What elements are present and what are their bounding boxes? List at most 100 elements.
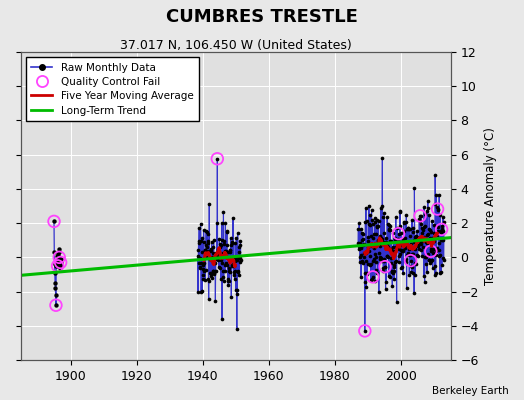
Point: [371, 215, 379, 221]
Point: [372, 254, 380, 260]
Point: [53, 261, 61, 267]
Point: [435, 247, 444, 253]
Point: [236, 242, 244, 248]
Point: [398, 236, 407, 242]
Point: [225, 247, 234, 254]
Point: [200, 239, 208, 246]
Point: [209, 250, 217, 257]
Point: [209, 244, 217, 250]
Point: [420, 204, 428, 210]
Point: [230, 269, 238, 276]
Point: [52, 258, 61, 264]
Point: [369, 234, 378, 241]
Point: [397, 265, 406, 272]
Point: [409, 239, 418, 246]
Point: [409, 250, 417, 257]
Point: [383, 253, 391, 260]
Point: [213, 156, 222, 162]
Point: [194, 238, 203, 244]
Point: [407, 269, 416, 276]
Text: Berkeley Earth: Berkeley Earth: [432, 386, 508, 396]
Point: [386, 274, 395, 280]
Point: [214, 249, 223, 256]
Point: [57, 259, 65, 266]
Point: [424, 251, 433, 257]
Point: [378, 155, 387, 161]
Point: [379, 268, 388, 274]
Point: [234, 254, 243, 261]
Point: [211, 297, 220, 304]
Point: [373, 224, 381, 230]
Point: [395, 253, 403, 259]
Point: [374, 218, 383, 224]
Point: [195, 240, 203, 246]
Point: [405, 225, 413, 232]
Point: [424, 226, 433, 232]
Point: [198, 235, 206, 242]
Point: [437, 268, 445, 275]
Point: [388, 269, 396, 275]
Point: [223, 278, 232, 284]
Point: [407, 240, 415, 247]
Point: [229, 260, 237, 267]
Point: [362, 284, 370, 290]
Point: [203, 228, 212, 235]
Point: [221, 262, 230, 268]
Point: [227, 294, 235, 300]
Y-axis label: Temperature Anomaly (°C): Temperature Anomaly (°C): [484, 127, 497, 285]
Point: [384, 254, 392, 260]
Point: [228, 263, 236, 269]
Point: [367, 261, 375, 268]
Point: [214, 252, 222, 258]
Title: 37.017 N, 106.450 W (United States): 37.017 N, 106.450 W (United States): [120, 39, 352, 52]
Point: [208, 274, 216, 281]
Point: [430, 230, 439, 236]
Point: [225, 278, 233, 284]
Point: [52, 252, 61, 259]
Point: [377, 205, 385, 211]
Point: [56, 261, 64, 267]
Point: [408, 264, 416, 270]
Point: [384, 226, 392, 232]
Point: [205, 277, 213, 284]
Point: [51, 270, 59, 276]
Point: [401, 240, 409, 246]
Point: [225, 268, 234, 274]
Point: [407, 258, 415, 264]
Point: [424, 231, 432, 237]
Point: [210, 270, 218, 276]
Point: [365, 221, 373, 227]
Point: [207, 273, 215, 280]
Point: [235, 255, 244, 262]
Point: [217, 260, 226, 266]
Point: [202, 253, 211, 260]
Point: [358, 258, 367, 264]
Point: [218, 316, 226, 322]
Point: [427, 248, 435, 254]
Point: [420, 278, 429, 285]
Point: [196, 255, 204, 262]
Point: [368, 221, 377, 227]
Point: [54, 246, 63, 252]
Point: [228, 257, 237, 263]
Point: [416, 213, 424, 219]
Point: [370, 278, 379, 284]
Point: [226, 249, 234, 255]
Point: [435, 192, 443, 198]
Point: [391, 244, 400, 250]
Point: [408, 228, 417, 235]
Point: [414, 240, 422, 247]
Point: [396, 251, 405, 258]
Point: [221, 220, 230, 226]
Point: [234, 230, 242, 236]
Point: [421, 254, 430, 260]
Point: [399, 219, 408, 226]
Point: [413, 228, 421, 234]
Point: [389, 248, 397, 254]
Point: [357, 252, 366, 258]
Point: [438, 236, 446, 243]
Point: [355, 240, 364, 246]
Point: [368, 217, 377, 223]
Point: [401, 219, 410, 226]
Point: [388, 268, 396, 274]
